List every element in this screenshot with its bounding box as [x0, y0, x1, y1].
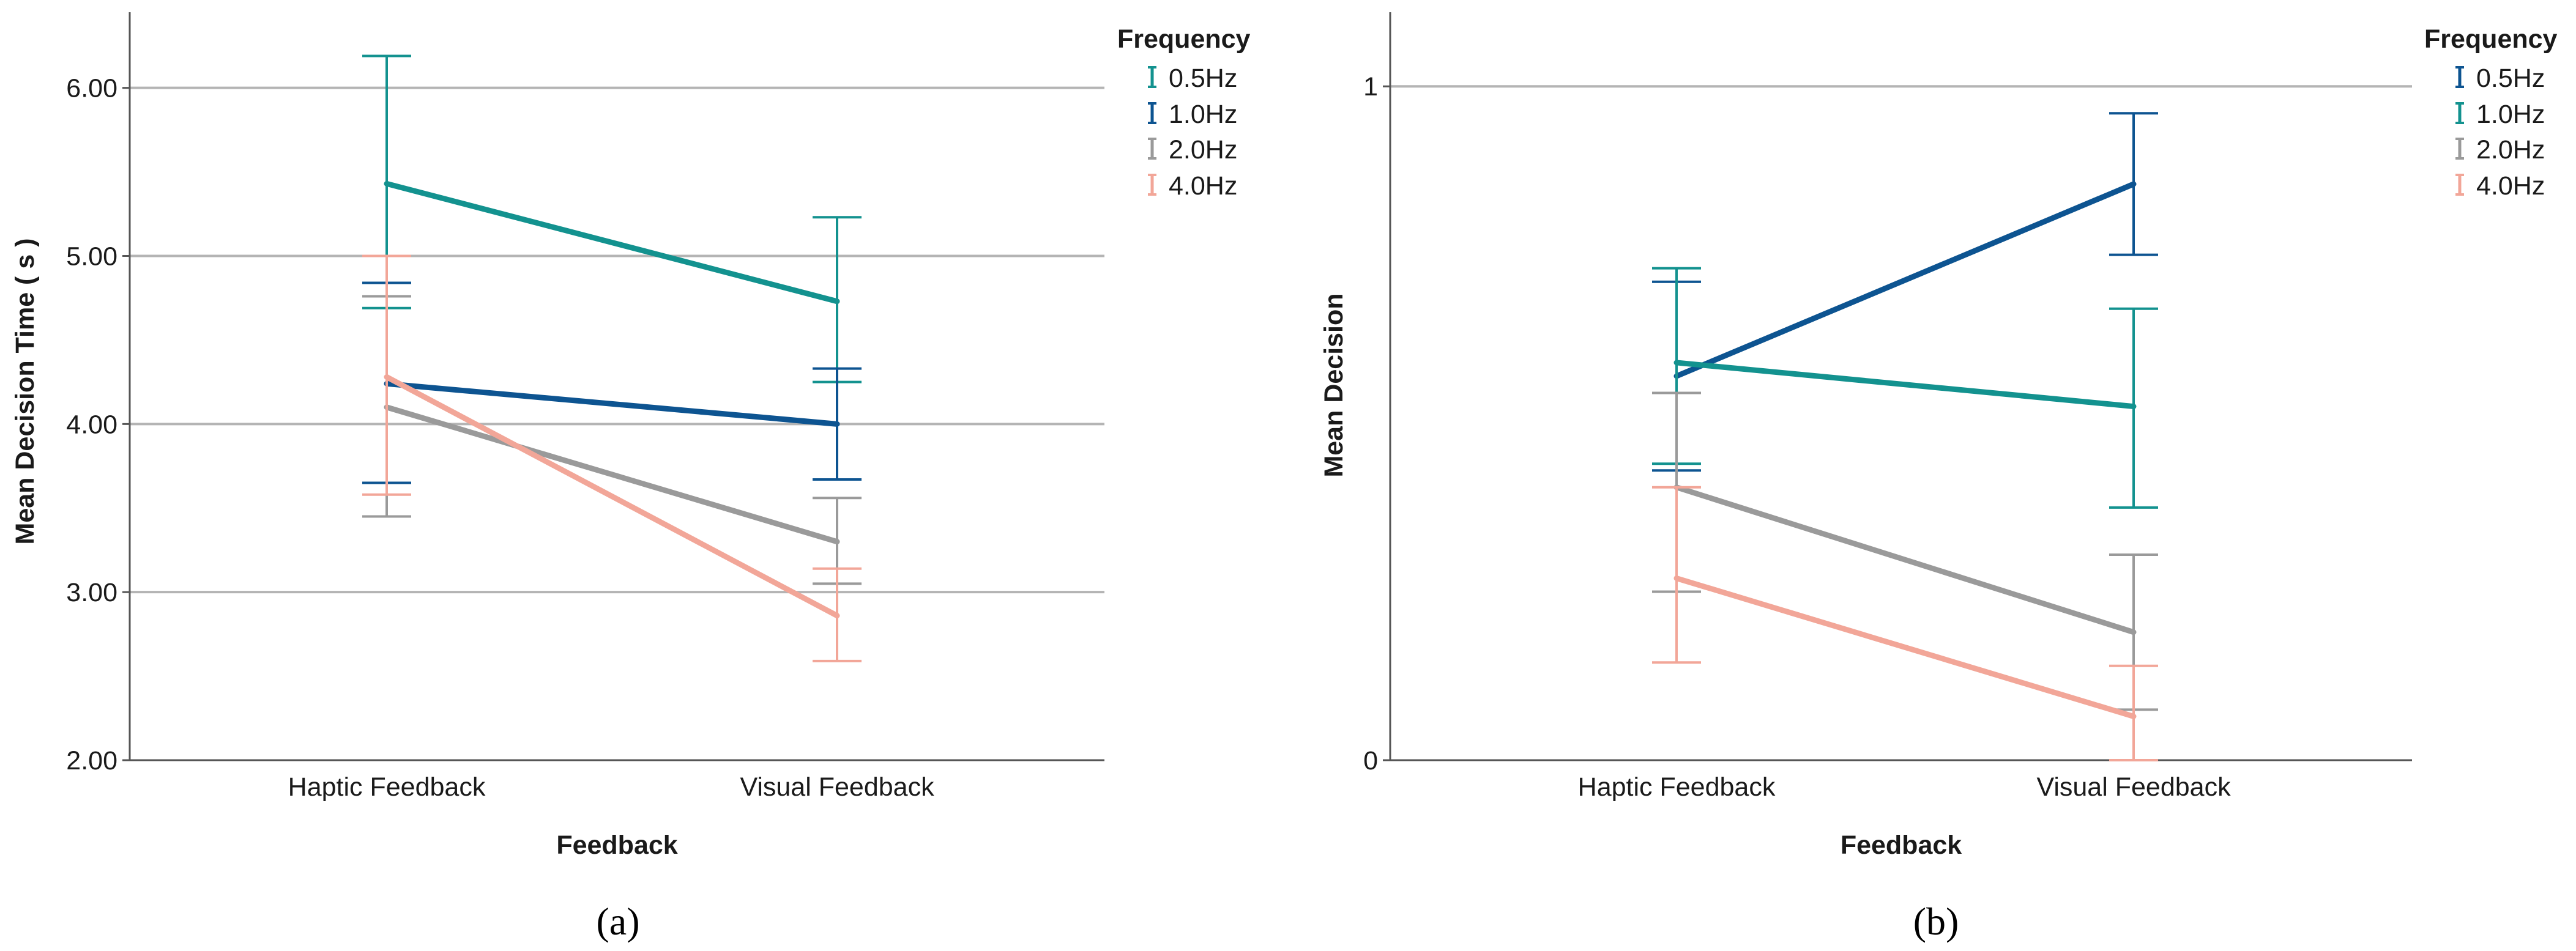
y-axis-label: Mean Decision	[1319, 293, 1349, 477]
panel-label: (a)	[596, 900, 639, 943]
series-line	[1673, 484, 2137, 635]
y-axis-label: Mean Decision Time ( s )	[10, 238, 40, 544]
x-tick-label: Visual Feedback	[2036, 772, 2231, 802]
y-tick-label: 5.00	[66, 242, 117, 272]
legend-label: 4.0Hz	[2476, 171, 2545, 201]
series-1-0hz	[362, 281, 862, 484]
y-tick-label: 6.00	[66, 74, 117, 103]
series-line	[1673, 181, 2137, 379]
y-tick-label: 0	[1363, 746, 1378, 775]
x-tick-label: Haptic Feedback	[288, 772, 486, 802]
y-tick-label: 2.00	[66, 746, 117, 775]
data-point	[2132, 715, 2135, 718]
data-point	[836, 540, 838, 543]
legend-b: Frequency 0.5Hz 1.0Hz 2.0Hz 4.0Hz	[2424, 24, 2558, 201]
series-0-5hz	[362, 54, 862, 383]
y-tick-label: 3.00	[66, 578, 117, 607]
data-point	[836, 300, 838, 303]
series-line	[384, 180, 840, 305]
y-tick-label: 4.00	[66, 410, 117, 439]
data-point	[836, 614, 838, 617]
legend-label: 1.0Hz	[2476, 100, 2545, 129]
series-0-5hz	[1652, 112, 2158, 472]
series-line	[1673, 575, 2137, 719]
legend-label: 0.5Hz	[1169, 64, 1237, 93]
series-4-0hz	[1652, 486, 2158, 761]
legend-title: Frequency	[2424, 24, 2558, 54]
legend-label: 2.0Hz	[1169, 135, 1237, 165]
legend-label: 2.0Hz	[2476, 135, 2545, 165]
series-1-0hz	[1652, 267, 2158, 509]
legend-a: Frequency 0.5Hz 1.0Hz 2.0Hz 4.0Hz	[1117, 24, 1251, 201]
series-line	[384, 380, 840, 427]
data-point	[2132, 631, 2135, 634]
x-tick-label: Visual Feedback	[740, 772, 934, 802]
data-point	[1675, 577, 1678, 580]
chart-panel-b: 0 1 Haptic Feedback Visual Feedback Mean Dec…	[1319, 12, 2412, 860]
data-point	[836, 423, 838, 426]
series-line	[384, 404, 840, 545]
series-2-0hz	[362, 295, 862, 585]
data-point	[2132, 405, 2135, 408]
series-2-0hz	[1652, 391, 2158, 711]
legend-title: Frequency	[1117, 24, 1251, 54]
chart-panel-a: 2.00 3.00 4.00 5.00 6.00 Haptic Feedback Visua…	[10, 12, 1104, 860]
series-line	[384, 374, 840, 619]
series-4-0hz	[362, 254, 862, 662]
x-tick-label: Haptic Feedback	[1578, 772, 1776, 802]
data-point	[385, 376, 388, 379]
y-tick-label: 1	[1363, 72, 1378, 102]
series-line	[1673, 360, 2137, 410]
data-point	[385, 182, 388, 185]
data-point	[1675, 361, 1678, 364]
panel-label: (b)	[1913, 900, 1959, 943]
legend-label: 1.0Hz	[1169, 100, 1237, 129]
legend-label: 4.0Hz	[1169, 171, 1237, 201]
x-axis-label: Feedback	[556, 831, 677, 860]
x-axis-label: Feedback	[1841, 831, 1962, 860]
data-point	[2132, 182, 2135, 185]
legend-label: 0.5Hz	[2476, 64, 2545, 93]
